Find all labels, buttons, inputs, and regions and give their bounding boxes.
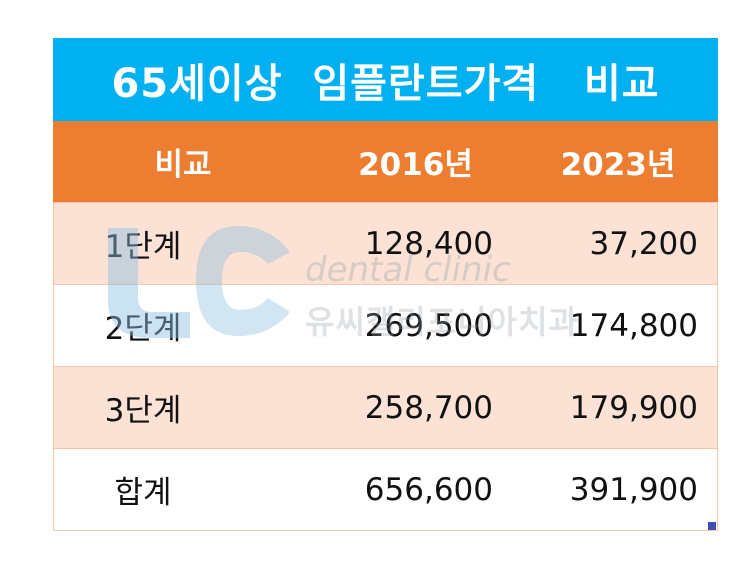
table-row: 3단계 258,700 179,900 bbox=[53, 366, 718, 448]
table-row: 1단계 128,400 37,200 bbox=[53, 202, 718, 284]
table-row: 2단계 269,500 174,800 bbox=[53, 284, 718, 366]
header-cell-2023: 2023년 bbox=[560, 147, 676, 183]
table-row-total: 합계 656,600 391,900 bbox=[53, 448, 718, 531]
header-row: 비교 2016년 2023년 bbox=[53, 121, 718, 202]
row-label: 2단계 bbox=[104, 311, 182, 347]
resize-handle[interactable] bbox=[708, 522, 716, 530]
table-title: 65세이상 임플란트가격 비교 bbox=[53, 38, 718, 121]
price-comparison-table: 65세이상 임플란트가격 비교 비교 2016년 2023년 1단계 128,4… bbox=[53, 38, 718, 531]
cell-2016: 128,400 bbox=[364, 225, 493, 262]
cell-2016-total: 656,600 bbox=[364, 471, 493, 508]
cell-2016: 258,700 bbox=[364, 389, 493, 426]
cell-2023: 179,900 bbox=[569, 389, 698, 426]
cell-2016: 269,500 bbox=[364, 307, 493, 344]
cell-2023-total: 391,900 bbox=[569, 471, 698, 508]
row-label: 1단계 bbox=[104, 229, 182, 265]
row-label-total: 합계 bbox=[114, 475, 172, 511]
cell-2023: 174,800 bbox=[569, 307, 698, 344]
row-label: 3단계 bbox=[104, 393, 182, 429]
cell-2023: 37,200 bbox=[589, 225, 698, 262]
header-cell-compare: 비교 bbox=[154, 147, 212, 183]
header-cell-2016: 2016년 bbox=[358, 147, 473, 183]
